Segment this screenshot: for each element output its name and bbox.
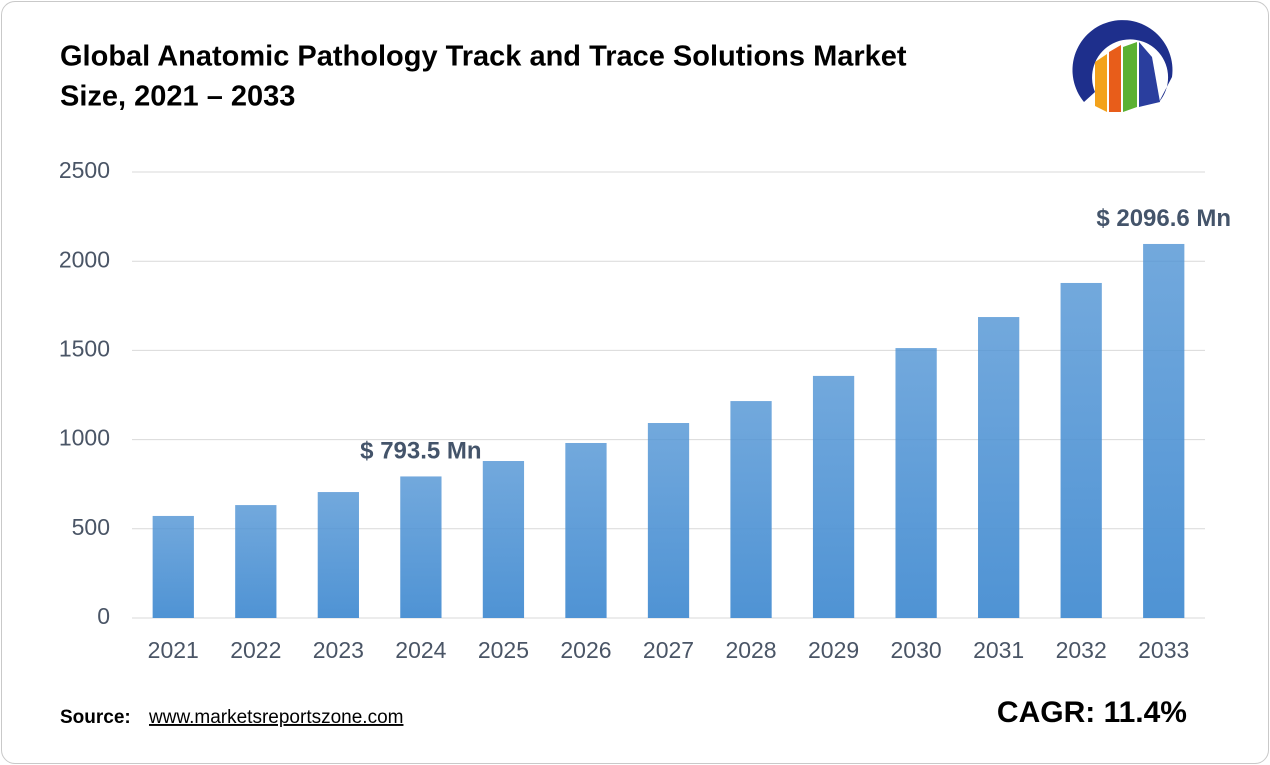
bar: [400, 476, 442, 618]
bar: [235, 505, 277, 618]
x-tick-label: 2028: [725, 637, 776, 663]
logo: [1072, 20, 1173, 112]
x-tick-label: 2024: [395, 637, 446, 663]
bar: [317, 492, 359, 618]
chart-title: Size, 2021 – 2033: [60, 81, 295, 113]
x-tick-label: 2032: [1056, 637, 1107, 663]
chart-title: Global Anatomic Pathology Track and Trac…: [60, 41, 907, 73]
bar: [565, 442, 607, 618]
x-tick-label: 2022: [230, 637, 281, 663]
y-tick-label: 0: [97, 603, 110, 629]
source-label: Source:: [60, 707, 131, 728]
x-tick-label: 2027: [643, 637, 694, 663]
y-tick-label: 1000: [59, 425, 110, 451]
cagr: CAGR: 11.4%: [997, 696, 1187, 729]
y-tick-label: 1500: [59, 335, 110, 361]
x-tick-label: 2029: [808, 637, 859, 663]
x-tick-label: 2023: [313, 637, 364, 663]
value-label: $ 2096.6 Mn: [1096, 205, 1231, 232]
bar: [978, 317, 1020, 618]
y-tick-label: 2000: [59, 246, 110, 272]
bar: [1060, 282, 1102, 618]
source-url[interactable]: www.marketsreportszone.com: [148, 707, 403, 728]
x-tick-label: 2031: [973, 637, 1024, 663]
bar: [482, 461, 525, 618]
x-tick-label: 2021: [148, 637, 199, 663]
y-tick-label: 2500: [59, 157, 110, 183]
x-tick-label: 2026: [560, 637, 611, 663]
x-tick-label: 2030: [891, 637, 942, 663]
x-tick-label: 2025: [478, 637, 529, 663]
y-tick-label: 500: [72, 514, 110, 540]
bar: [812, 375, 855, 618]
bar: [152, 515, 194, 618]
bar: [1143, 243, 1185, 618]
x-tick-label: 2033: [1138, 637, 1189, 663]
bar: [730, 401, 772, 618]
value-label: $ 793.5 Mn: [360, 437, 481, 464]
bar: [895, 348, 937, 618]
bar: [647, 423, 690, 618]
